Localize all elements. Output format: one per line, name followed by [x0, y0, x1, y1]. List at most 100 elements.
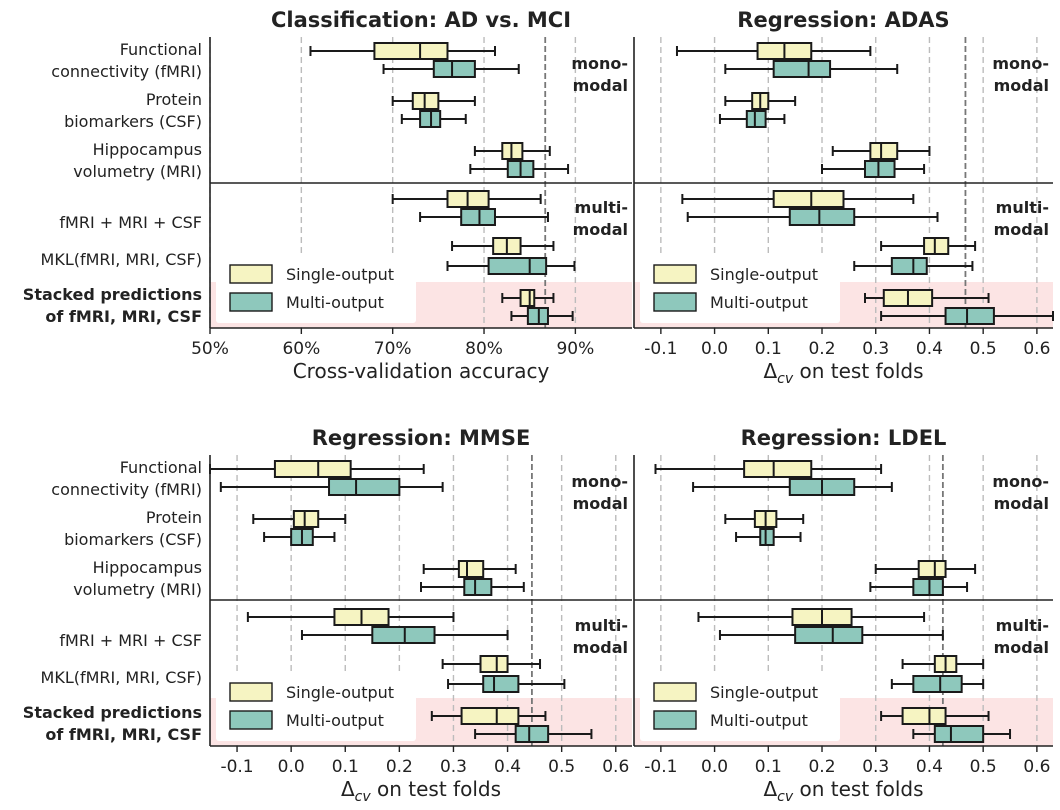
boxplot-single-row-4	[681, 190, 915, 208]
x-axis-label-delta: Δ	[763, 359, 777, 383]
x-axis-label-rest: on test folds	[793, 777, 923, 801]
box	[772, 60, 832, 78]
group-annotation: mono-	[992, 472, 1049, 491]
boxplot-multi-row-4	[686, 208, 939, 226]
boxplot-single-row-5	[901, 655, 985, 673]
boxplot-single-row-5	[441, 655, 542, 673]
box	[743, 460, 813, 478]
category-label: fMRI + MRI + CSF	[59, 213, 202, 232]
legend-swatch-multi-output	[229, 292, 273, 312]
x-tick-label: 0.1	[332, 757, 359, 777]
boxplot-single-row-6	[863, 289, 990, 307]
category-label: Protein	[146, 508, 202, 527]
category-label: Hippocampus	[93, 140, 202, 159]
boxplot-single-row-4	[697, 608, 926, 626]
legend-swatch-multi-output	[229, 710, 273, 730]
category-label: Functional	[120, 458, 202, 477]
box	[923, 237, 950, 255]
x-tick-label: 0.0	[278, 757, 305, 777]
boxplot-single-row-2	[724, 92, 797, 110]
box	[460, 707, 520, 725]
boxplot-single-row-4	[246, 608, 455, 626]
box	[745, 110, 767, 128]
x-axis-label: Δcv on test folds	[763, 777, 923, 805]
boxplot-multi-row-3	[420, 578, 525, 596]
box	[788, 208, 856, 226]
box	[933, 725, 985, 743]
x-tick-label: 0.2	[808, 757, 835, 777]
box	[371, 626, 436, 644]
box	[328, 478, 401, 496]
category-label: MKL(fMRI, MRI, CSF)	[41, 668, 202, 687]
boxplot-multi-row-2	[263, 528, 336, 546]
chart-title: Regression: ADAS	[737, 8, 949, 32]
chart-title: Classification: AD vs. MCI	[271, 8, 571, 32]
boxplot-multi-row-5	[853, 257, 974, 275]
box	[514, 725, 550, 743]
category-label: connectivity (fMRI)	[51, 480, 202, 499]
boxplot-single-row-1	[675, 42, 872, 60]
boxplot-single-row-3	[831, 142, 931, 160]
x-tick-label: 0.4	[916, 339, 943, 359]
group-annotation: mono-	[992, 54, 1049, 73]
legend-swatch-single-output	[653, 682, 697, 702]
category-label: Stacked predictions	[23, 703, 202, 722]
chart-title: Regression: MMSE	[312, 426, 531, 450]
x-tick-label: 0.5	[970, 339, 997, 359]
legend-label: Multi-output	[286, 711, 384, 730]
x-axis-label-subscript: cv	[777, 789, 794, 805]
x-tick-label: 0.5	[548, 757, 575, 777]
boxplot-single-row-4	[391, 190, 542, 208]
x-tick-label: 50%	[191, 339, 229, 359]
boxplot-multi-row-4	[419, 208, 549, 226]
group-annotation: modal	[994, 220, 1049, 239]
group-annotation: modal	[994, 494, 1049, 513]
legend-label: Multi-output	[710, 711, 808, 730]
boxplot-multi-row-3	[869, 578, 969, 596]
box	[912, 578, 944, 596]
boxplot-multi-row-2	[400, 110, 467, 128]
box	[373, 42, 449, 60]
x-tick-label: 0.1	[755, 757, 782, 777]
group-annotation: modal	[573, 220, 628, 239]
boxplot-multi-row-5	[890, 675, 985, 693]
category-label: Functional	[120, 40, 202, 59]
box	[463, 578, 493, 596]
x-tick-label: 0.4	[916, 757, 943, 777]
x-tick-label: 0.2	[386, 757, 413, 777]
group-annotation: mono-	[571, 54, 628, 73]
boxplot-multi-row-5	[447, 675, 566, 693]
chart-panel-3: Single-output Multi-output -0.1 0.0 0.1 0.2 0.…	[23, 426, 632, 805]
box	[432, 60, 476, 78]
box	[482, 675, 520, 693]
legend-swatch-multi-output	[653, 292, 697, 312]
box	[794, 626, 864, 644]
category-label: Stacked predictions	[23, 285, 202, 304]
category-label: fMRI + MRI + CSF	[59, 631, 202, 650]
group-annotation: multi-	[575, 198, 628, 217]
boxplot-single-row-3	[874, 560, 977, 578]
boxplot-single-row-5	[451, 237, 555, 255]
legend-label: Single-output	[286, 683, 394, 702]
x-tick-label: 90%	[556, 339, 594, 359]
chart-panel-4: Single-output Multi-output -0.1 0.0 0.1 0.2 0.…	[633, 426, 1053, 805]
boxplot-single-row-2	[252, 510, 347, 528]
x-axis-label-subscript: cv	[355, 789, 372, 805]
group-annotation: multi-	[575, 616, 628, 635]
x-tick-label: -0.1	[644, 757, 677, 777]
boxplot-multi-row-6	[912, 725, 1012, 743]
x-tick-label: 0.3	[440, 757, 467, 777]
boxplot-multi-row-1	[382, 60, 520, 78]
group-annotation: multi-	[996, 198, 1049, 217]
category-label: connectivity (fMRI)	[51, 62, 202, 81]
x-tick-label: 0.3	[862, 757, 889, 777]
x-tick-label: 0.0	[701, 757, 728, 777]
boxplot-multi-row-1	[219, 478, 444, 496]
boxplot-single-row-1	[209, 460, 425, 478]
category-label: of fMRI, MRI, CSF	[45, 725, 202, 744]
boxplot-multi-row-1	[724, 60, 899, 78]
x-tick-label: 0.3	[862, 339, 889, 359]
boxplot-multi-row-6	[474, 725, 593, 743]
x-tick-label: 0.1	[755, 339, 782, 359]
x-axis-label: Cross-validation accuracy	[293, 359, 550, 383]
